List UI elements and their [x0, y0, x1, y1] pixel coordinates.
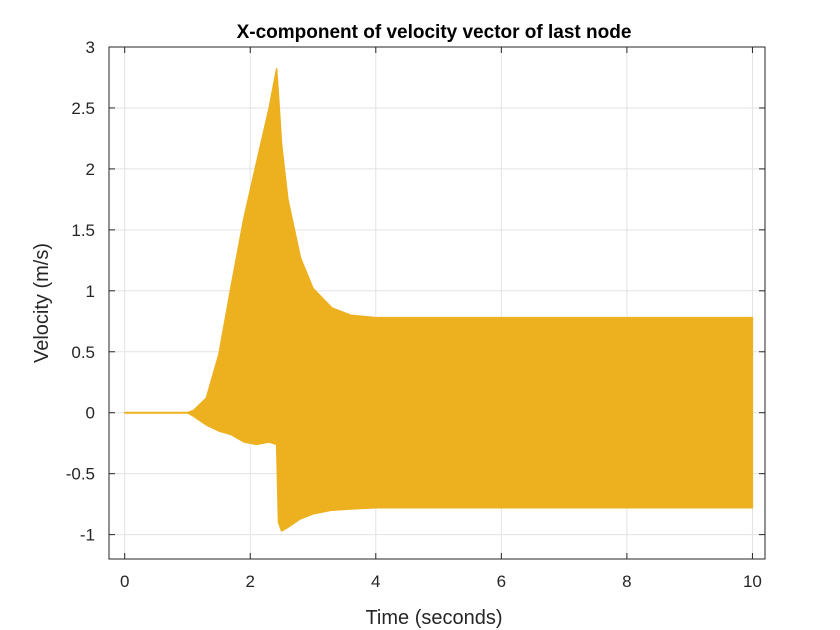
- x-tick-label: 10: [743, 572, 762, 591]
- x-tick-label: 4: [371, 572, 380, 591]
- x-tick-label: 2: [246, 572, 255, 591]
- y-tick-label: 1.5: [71, 221, 95, 240]
- y-tick-label: 2: [86, 160, 95, 179]
- chart-title: X-component of velocity vector of last n…: [237, 22, 632, 43]
- y-tick-label: 0.5: [71, 343, 95, 362]
- x-axis-label: Time (seconds): [365, 607, 502, 629]
- y-tick-label: -1: [80, 526, 95, 545]
- y-tick-label: -0.5: [66, 465, 95, 484]
- y-tick-label: 3: [86, 38, 95, 57]
- y-tick-label: 1: [86, 282, 95, 301]
- axis-ticks: 0 2 4 6 8 10 -1 -0.5 0 0.5 1 1.5 2 2.5 3: [66, 38, 765, 591]
- series-layer: [123, 68, 754, 532]
- x-tick-label: 0: [120, 572, 129, 591]
- plot-frame: [108, 46, 766, 560]
- y-tick-label: 0: [86, 404, 95, 423]
- y-tick-label: 2.5: [71, 99, 95, 118]
- x-tick-label: 8: [622, 572, 631, 591]
- velocity-signal-band: [123, 68, 754, 532]
- y-axis-label: Velocity (m/s): [31, 243, 53, 363]
- x-tick-label: 6: [497, 572, 506, 591]
